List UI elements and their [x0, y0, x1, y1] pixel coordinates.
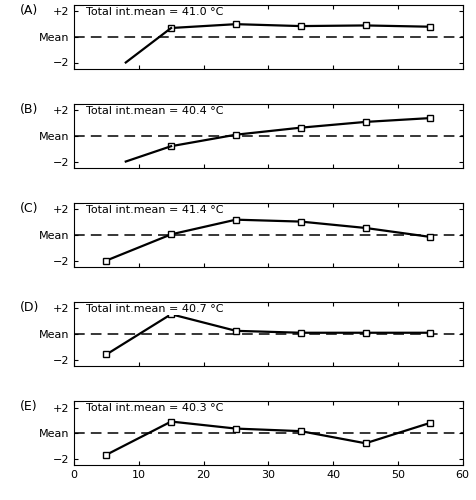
Text: (D): (D)	[20, 301, 39, 314]
Text: (E): (E)	[20, 400, 37, 413]
Text: Total int.mean = 41.4 °C: Total int.mean = 41.4 °C	[85, 205, 223, 215]
Text: (C): (C)	[20, 202, 38, 215]
Text: (A): (A)	[20, 4, 38, 16]
Text: Total int.mean = 41.0 °C: Total int.mean = 41.0 °C	[85, 7, 222, 17]
Text: Total int.mean = 40.3 °C: Total int.mean = 40.3 °C	[85, 403, 222, 413]
Text: Total int.mean = 40.7 °C: Total int.mean = 40.7 °C	[85, 304, 223, 314]
Text: (B): (B)	[20, 103, 38, 116]
Text: Total int.mean = 40.4 °C: Total int.mean = 40.4 °C	[85, 106, 223, 116]
